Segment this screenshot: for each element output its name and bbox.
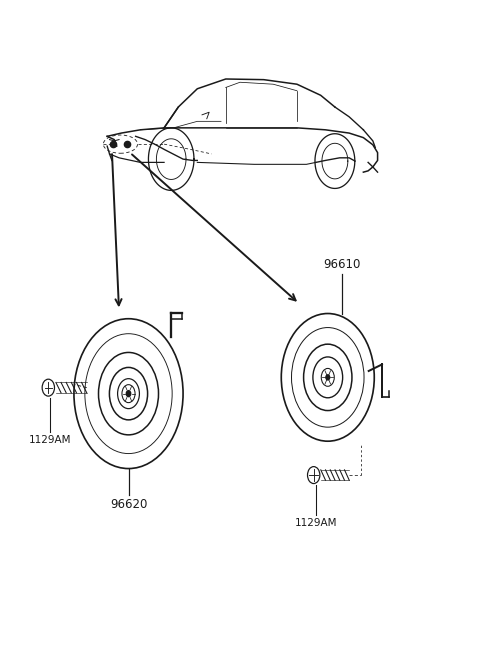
- Text: 1129AM: 1129AM: [29, 434, 72, 445]
- Circle shape: [326, 374, 330, 380]
- Circle shape: [321, 369, 334, 386]
- Text: 1129AM: 1129AM: [295, 518, 337, 528]
- Text: 96620: 96620: [110, 498, 147, 511]
- Circle shape: [126, 391, 131, 397]
- Circle shape: [122, 384, 135, 403]
- Text: 96610: 96610: [324, 258, 360, 271]
